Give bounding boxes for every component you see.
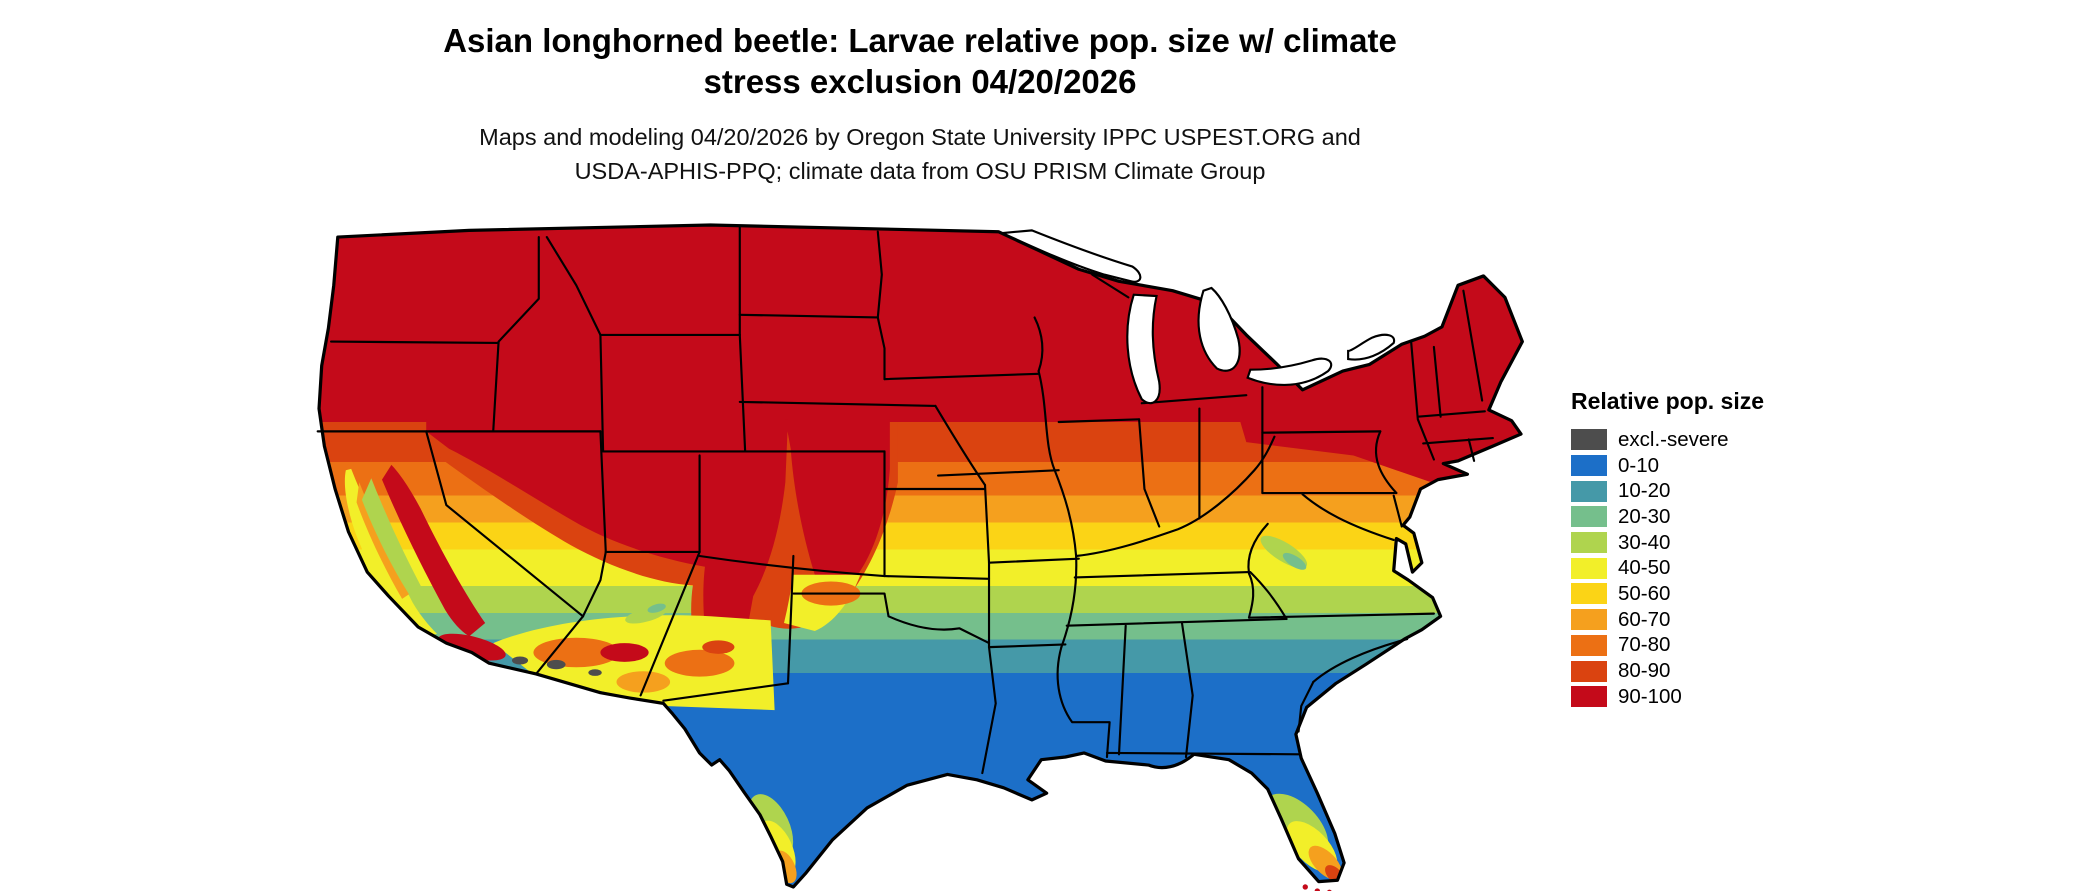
lake-erie (1246, 357, 1333, 387)
page-subtitle-line-1: Maps and modeling 04/20/2026 by Oregon S… (479, 124, 1361, 150)
legend-swatch (1571, 583, 1607, 605)
legend-item: 30-40 (1571, 530, 1764, 556)
legend-item: 60-70 (1571, 607, 1764, 633)
legend-swatch (1571, 506, 1607, 528)
legend-label: 70-80 (1618, 633, 1671, 657)
legend-swatch (1571, 429, 1607, 451)
page-title-line-2: stress exclusion 04/20/2026 (703, 63, 1137, 100)
map-legend: Relative pop. size excl.-severe 0-10 10-… (1571, 388, 1764, 710)
legend-swatch (1571, 660, 1607, 682)
latitude-band-fill (319, 225, 1523, 887)
page-subtitle-line-2: USDA-APHIS-PPQ; climate data from OSU PR… (574, 158, 1266, 184)
legend-swatch (1571, 609, 1607, 631)
legend-swatch (1571, 480, 1607, 502)
legend-item: excl.-severe (1571, 427, 1764, 453)
legend-swatch (1571, 686, 1607, 708)
us-map-svg (316, 223, 1524, 896)
lake-superior (998, 229, 1142, 283)
legend-label: 50-60 (1618, 581, 1671, 605)
legend-label: 10-20 (1618, 479, 1671, 503)
legend-label: 80-90 (1618, 659, 1671, 683)
lake-huron (1197, 286, 1241, 372)
legend-item: 20-30 (1571, 504, 1764, 530)
legend-item: 0-10 (1571, 453, 1764, 479)
map-fill-layer (319, 225, 1523, 887)
legend-item: 40-50 (1571, 555, 1764, 581)
legend-item: 80-90 (1571, 658, 1764, 684)
legend-label: 90-100 (1618, 684, 1682, 708)
legend-item: 10-20 (1571, 478, 1764, 504)
lake-michigan (1126, 293, 1161, 405)
legend-swatch (1571, 455, 1607, 477)
legend-item: 50-60 (1571, 581, 1764, 607)
legend-title: Relative pop. size (1571, 388, 1765, 414)
us-choropleth-map (308, 221, 1528, 896)
legend-label: 40-50 (1618, 556, 1671, 580)
legend-label: 20-30 (1618, 504, 1671, 528)
legend-label: 0-10 (1618, 453, 1660, 477)
legend-swatch (1571, 634, 1607, 656)
legend-label: 60-70 (1618, 607, 1671, 631)
page-subtitle: Maps and modeling 04/20/2026 by Oregon S… (0, 120, 1840, 188)
page-title: Asian longhorned beetle: Larvae relative… (0, 20, 1840, 102)
florida-keys-dots (1302, 884, 1333, 896)
legend-swatch (1571, 532, 1607, 554)
state-borders (316, 226, 1494, 775)
legend-label: 30-40 (1618, 530, 1671, 554)
legend-item: 90-100 (1571, 684, 1764, 710)
lake-ontario (1347, 333, 1396, 361)
great-lakes (998, 229, 1396, 405)
page-title-line-1: Asian longhorned beetle: Larvae relative… (443, 22, 1397, 59)
legend-swatch (1571, 557, 1607, 579)
legend-label: excl.-severe (1618, 427, 1729, 451)
us-outline (317, 223, 1524, 889)
legend-item: 70-80 (1571, 633, 1764, 659)
